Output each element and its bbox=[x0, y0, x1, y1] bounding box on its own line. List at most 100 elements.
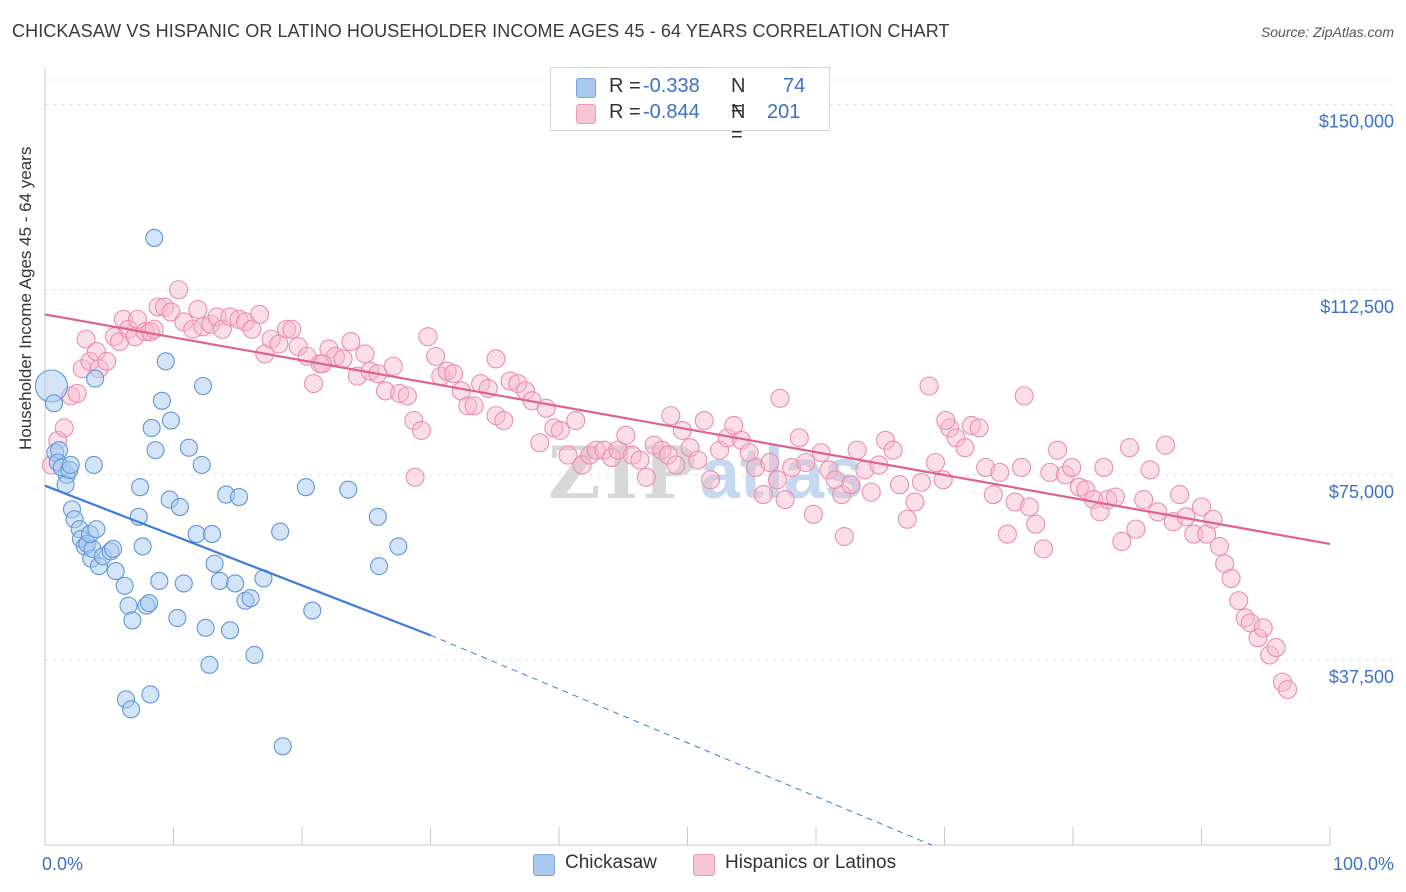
data-point-hispanic bbox=[1076, 480, 1096, 500]
data-point-chickasaw bbox=[271, 522, 290, 541]
data-point-chickasaw bbox=[296, 478, 315, 497]
data-point-chickasaw bbox=[170, 497, 189, 516]
data-point-hispanic bbox=[680, 438, 700, 458]
data-point-hispanic bbox=[355, 344, 375, 364]
legend-n-value: 201 bbox=[767, 101, 801, 123]
legend-swatch-hispanic bbox=[693, 854, 715, 876]
data-point-hispanic bbox=[767, 470, 788, 490]
data-point-hispanic bbox=[1012, 457, 1032, 477]
data-point-hispanic bbox=[1119, 438, 1140, 458]
data-point-hispanic bbox=[375, 381, 396, 401]
data-point-hispanic bbox=[418, 327, 438, 347]
data-point-hispanic bbox=[1229, 591, 1249, 611]
data-point-chickasaw bbox=[145, 228, 164, 247]
data-point-hispanic bbox=[304, 373, 324, 394]
data-point-chickasaw bbox=[174, 574, 193, 593]
data-point-hispanic bbox=[819, 460, 839, 480]
data-point-hispanic bbox=[841, 475, 861, 495]
data-point-hispanic bbox=[861, 482, 881, 502]
data-point-hispanic bbox=[724, 415, 744, 436]
data-point-hispanic bbox=[911, 472, 931, 492]
data-point-hispanic bbox=[282, 319, 302, 339]
data-point-hispanic bbox=[1221, 568, 1241, 589]
data-point-hispanic bbox=[969, 418, 989, 438]
data-point-hispanic bbox=[1055, 465, 1075, 485]
data-point-hispanic bbox=[775, 489, 795, 510]
data-point-hispanic bbox=[936, 410, 956, 431]
data-point-chickasaw bbox=[203, 525, 222, 544]
data-point-hispanic bbox=[796, 452, 816, 473]
data-point-hispanic bbox=[955, 438, 975, 458]
data-point-hispanic bbox=[905, 492, 925, 512]
data-point-hispanic bbox=[1170, 485, 1190, 505]
data-point-hispanic bbox=[1105, 487, 1125, 507]
source-credit: Source: ZipAtlas.com bbox=[1260, 24, 1394, 40]
data-point-chickasaw bbox=[140, 594, 159, 613]
tick-labels: 0.0% 100.0% $37,500 $75,000 $112,500 $150,000 bbox=[42, 112, 1394, 874]
trend-line-hispanic bbox=[44, 313, 1331, 546]
trend-line-chickasaw bbox=[44, 484, 431, 637]
data-point-hispanic bbox=[1134, 489, 1154, 510]
data-point-chickasaw bbox=[389, 537, 408, 556]
data-point-hispanic bbox=[1026, 514, 1046, 534]
data-point-hispanic bbox=[530, 433, 550, 453]
data-point-chickasaw bbox=[168, 608, 187, 628]
data-point-hispanic bbox=[897, 509, 917, 529]
data-point-hispanic bbox=[269, 334, 289, 354]
data-point-chickasaw bbox=[226, 574, 245, 593]
data-point-hispanic bbox=[127, 309, 148, 329]
data-point-hispanic bbox=[1266, 638, 1286, 658]
data-point-hispanic bbox=[1126, 519, 1146, 539]
data-point-hispanic bbox=[770, 388, 790, 408]
data-point-hispanic bbox=[925, 452, 946, 473]
data-point-hispanic bbox=[990, 462, 1010, 482]
data-point-hispanic bbox=[404, 410, 424, 431]
hispanic-points bbox=[41, 280, 1298, 700]
data-point-hispanic bbox=[580, 445, 600, 465]
data-point-hispanic bbox=[333, 349, 353, 369]
data-point-chickasaw bbox=[84, 455, 103, 475]
data-point-hispanic bbox=[212, 319, 232, 339]
data-point-hispanic bbox=[652, 440, 672, 460]
data-point-hispanic bbox=[188, 299, 208, 320]
data-point-chickasaw bbox=[152, 391, 171, 410]
data-point-hispanic bbox=[961, 415, 982, 436]
data-point-hispanic bbox=[242, 319, 262, 339]
data-point-hispanic bbox=[688, 450, 708, 470]
data-point-hispanic bbox=[889, 475, 910, 495]
data-point-hispanic bbox=[390, 383, 410, 403]
data-point-hispanic bbox=[1048, 440, 1068, 460]
data-point-chickasaw bbox=[44, 394, 64, 413]
data-point-hispanic bbox=[54, 418, 74, 438]
data-point-hispanic bbox=[701, 470, 721, 490]
data-point-hispanic bbox=[636, 467, 656, 487]
data-point-hispanic bbox=[997, 524, 1018, 544]
data-point-chickasaw bbox=[146, 441, 165, 460]
y-tick-label: $150,000 bbox=[1319, 112, 1394, 132]
data-point-hispanic bbox=[558, 445, 578, 465]
data-point-hispanic bbox=[1240, 613, 1260, 633]
data-point-chickasaw bbox=[220, 621, 240, 640]
data-point-hispanic bbox=[426, 346, 446, 366]
data-point-hispanic bbox=[405, 467, 425, 487]
data-point-hispanic bbox=[1209, 536, 1230, 556]
data-point-hispanic bbox=[1112, 531, 1132, 552]
data-point-chickasaw bbox=[61, 455, 80, 475]
data-point-hispanic bbox=[782, 457, 802, 477]
data-point-hispanic bbox=[1033, 539, 1053, 559]
data-point-hispanic bbox=[608, 440, 628, 460]
data-point-chickasaw bbox=[87, 520, 106, 539]
data-point-hispanic bbox=[883, 440, 903, 460]
correlation-legend: R = -0.338 N = 74 R = -0.844 N = 201 bbox=[550, 67, 830, 146]
trend-line-chickasaw-extension bbox=[430, 634, 932, 846]
x-tick-label: 0.0% bbox=[42, 854, 83, 874]
data-point-hispanic bbox=[710, 440, 730, 460]
data-point-chickasaw bbox=[86, 369, 105, 388]
data-point-hispanic bbox=[594, 440, 614, 460]
data-point-hispanic bbox=[847, 440, 867, 460]
data-point-hispanic bbox=[753, 485, 773, 505]
data-point-hispanic bbox=[572, 455, 592, 475]
data-point-chickasaw bbox=[368, 507, 387, 526]
data-point-hispanic bbox=[383, 356, 403, 376]
data-point-hispanic bbox=[1278, 679, 1298, 700]
